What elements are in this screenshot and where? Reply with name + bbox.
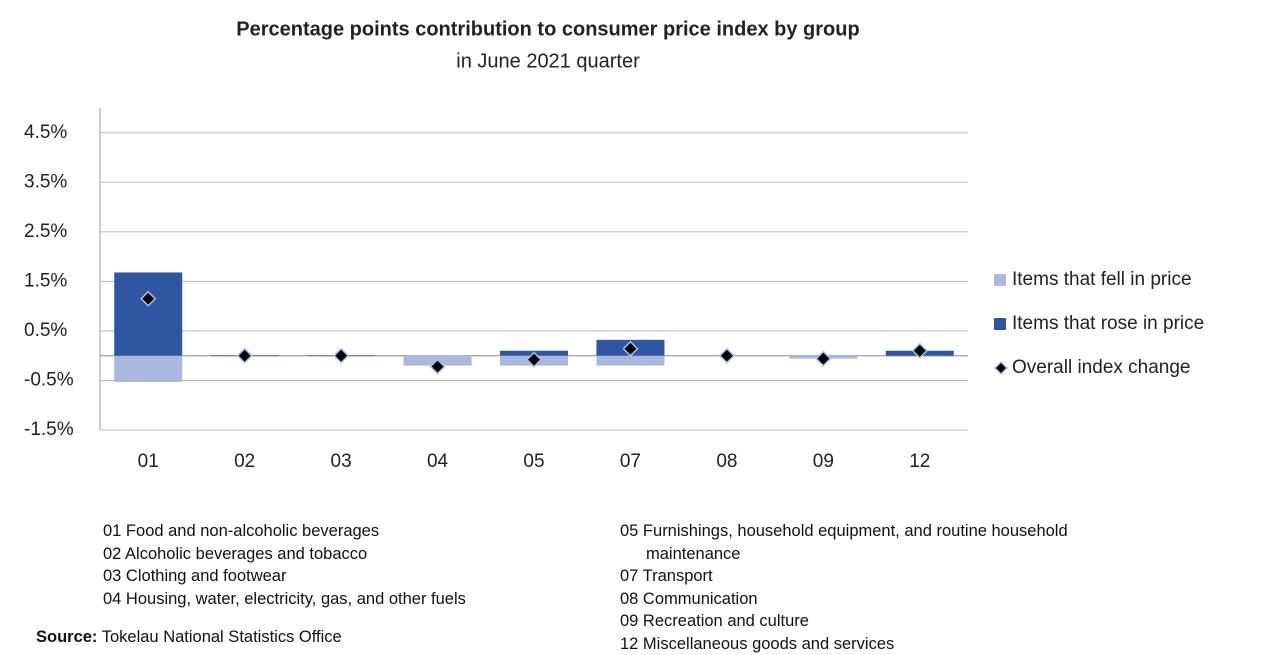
y-tick-label: 1.5% bbox=[24, 270, 67, 291]
legend-label: Items that rose in price bbox=[1012, 313, 1204, 334]
x-tick-label: 03 bbox=[331, 451, 352, 472]
y-tick-label: 2.5% bbox=[24, 221, 67, 242]
marker bbox=[238, 349, 252, 363]
note: 05 Furnishings, household equipment, and… bbox=[620, 520, 1146, 565]
note: 12 Miscellaneous goods and services bbox=[620, 633, 1146, 655]
x-tick-label: 12 bbox=[909, 451, 930, 472]
x-tick-label: 08 bbox=[716, 451, 737, 472]
y-tick-label: -1.5% bbox=[24, 419, 74, 440]
marker bbox=[816, 352, 830, 366]
note: 09 Recreation and culture bbox=[620, 610, 1146, 633]
chart: Percentage points contribution to consum… bbox=[0, 0, 1263, 510]
y-tick-label: 4.5% bbox=[24, 122, 67, 143]
bar bbox=[596, 356, 664, 366]
note: 07 Transport bbox=[620, 565, 1146, 588]
x-tick-label: 05 bbox=[523, 451, 544, 472]
y-tick-label: -0.5% bbox=[24, 369, 74, 390]
legend-swatch bbox=[995, 362, 1007, 374]
note: 04 Housing, water, electricity, gas, and… bbox=[103, 588, 609, 611]
x-tick-label: 01 bbox=[138, 451, 159, 472]
note: 03 Clothing and footwear bbox=[103, 565, 609, 588]
source-label: Source: bbox=[36, 628, 97, 646]
x-tick-label: 09 bbox=[813, 451, 834, 472]
source: Source: Tokelau National Statistics Offi… bbox=[36, 628, 342, 647]
legend-swatch bbox=[994, 318, 1006, 330]
chart-subtitle: in June 2021 quarter bbox=[456, 50, 640, 72]
note: 01 Food and non-alcoholic beverages bbox=[103, 520, 609, 543]
x-tick-label: 07 bbox=[620, 451, 641, 472]
legend-label: Items that fell in price bbox=[1012, 269, 1192, 290]
x-tick-label: 02 bbox=[234, 451, 255, 472]
source-text: Tokelau National Statistics Office bbox=[102, 628, 342, 646]
legend-label: Overall index change bbox=[1012, 357, 1191, 378]
x-tick-label: 04 bbox=[427, 451, 449, 472]
y-tick-label: 3.5% bbox=[24, 171, 67, 192]
bar bbox=[114, 272, 182, 355]
legend-swatch bbox=[994, 274, 1006, 286]
note: 08 Communication bbox=[620, 588, 1146, 611]
bar bbox=[114, 356, 182, 382]
note: 02 Alcoholic beverages and tobacco bbox=[103, 543, 609, 566]
y-tick-label: 0.5% bbox=[24, 320, 67, 341]
marker bbox=[334, 349, 348, 363]
chart-title: Percentage points contribution to consum… bbox=[236, 18, 859, 40]
marker bbox=[720, 349, 734, 363]
